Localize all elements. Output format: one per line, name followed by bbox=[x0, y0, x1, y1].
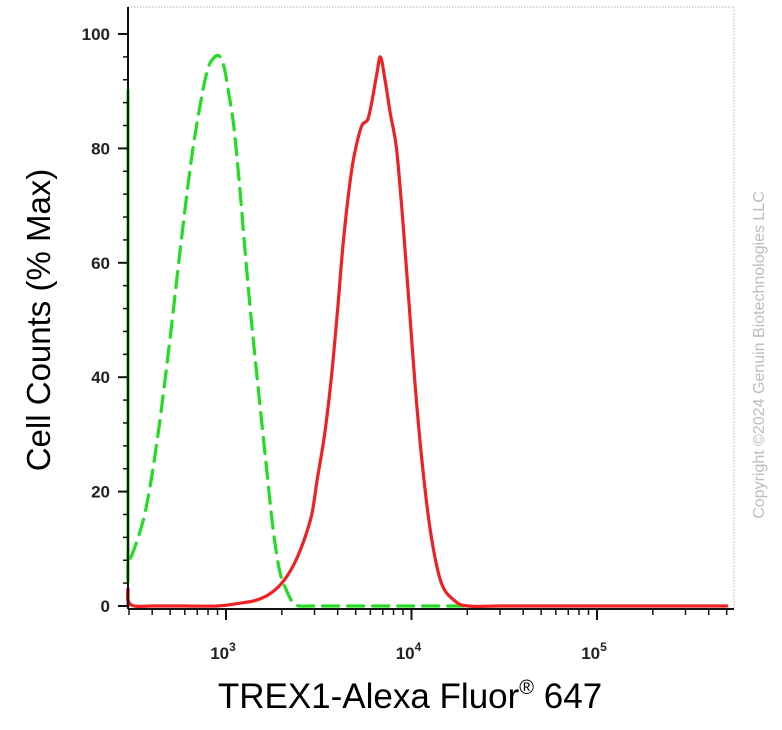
plot-border bbox=[127, 6, 735, 610]
y-tick-label: 0 bbox=[101, 597, 110, 616]
ticks-layer: 0 20 40 60 80 100 103 104 105 bbox=[82, 25, 728, 663]
y-tick-label: 80 bbox=[91, 139, 110, 158]
series-layer bbox=[125, 53, 729, 609]
x-tick-label: 104 bbox=[396, 640, 422, 663]
x-tick-label: 105 bbox=[581, 640, 607, 663]
x-tick-label: 103 bbox=[210, 640, 236, 663]
y-tick-label: 40 bbox=[91, 368, 110, 387]
copyright-watermark: Copyright ©2024 Genuin Biotechnologies L… bbox=[751, 191, 768, 519]
x-axis-title-registered-mark: ® bbox=[519, 677, 534, 699]
control-histogram-line bbox=[125, 53, 469, 608]
y-axis-title: Cell Counts (% Max) bbox=[20, 169, 57, 472]
x-axis-title-main: TREX1-Alexa Fluor bbox=[218, 677, 520, 716]
y-tick-label: 60 bbox=[91, 254, 110, 273]
y-tick-label: 20 bbox=[91, 483, 110, 502]
x-axis-title: TREX1-Alexa Fluor® 647 bbox=[218, 677, 602, 716]
y-tick-label: 100 bbox=[82, 25, 110, 44]
x-axis-title-tail: 647 bbox=[534, 677, 602, 716]
sample-histogram-line bbox=[125, 55, 729, 609]
plot-frame bbox=[127, 6, 735, 610]
axes-layer bbox=[127, 7, 734, 610]
